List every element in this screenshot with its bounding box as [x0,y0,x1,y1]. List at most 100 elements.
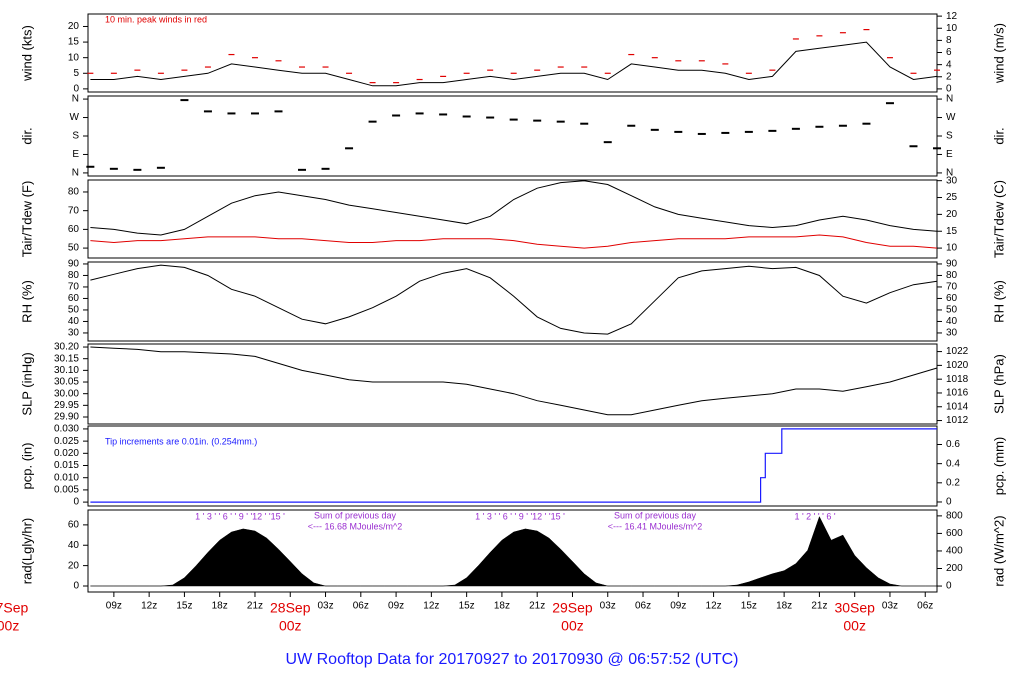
y-tick-label: N [946,168,953,179]
y-tick-label: 20 [68,21,80,32]
y-tick-label: W [70,112,80,123]
y-tick-label: 0.2 [946,477,960,488]
annotation: 1 ' 3 ' ' 6 ' ' 9 ' '12 ' '15 ' [195,511,285,521]
y-tick-label: 10 [946,243,958,254]
y-tick-label: 30.05 [54,377,79,388]
y-tick-label: 15 [68,37,80,48]
y-tick-label: 30.20 [54,342,79,353]
y-tick-label: 70 [68,282,80,293]
y-tick-label: E [946,149,953,160]
x-tick-label: 12z [706,601,722,612]
panel-frame [87,13,938,93]
y-tick-label: 0 [946,581,952,592]
x-tick-label: 21z [247,601,263,612]
x-date-label: 29Sep [552,600,593,616]
x-tick-label: 09z [106,601,122,612]
x-tick-label: 12z [141,601,157,612]
y-axis-label: Tair/Tdew (F) [19,181,34,258]
y2-axis-label: rad (W/m^2) [991,515,1006,586]
y-tick-label: 200 [946,563,963,574]
y-tick-label: 0 [73,84,79,95]
y-tick-label: 0.6 [946,439,960,450]
y-tick-label: 0.010 [54,472,79,483]
y-tick-label: 70 [946,282,958,293]
x-tick-label: 21z [529,601,545,612]
y-tick-label: 50 [68,243,80,254]
y-tick-label: S [946,131,953,142]
y-tick-label: E [72,149,79,160]
x-tick-label: 18z [776,601,792,612]
x-tick-label: 15z [459,601,475,612]
x-tick-label: 00z [0,618,19,634]
series-line [90,264,938,335]
y-tick-label: 600 [946,528,963,539]
y-tick-label: 0.025 [54,436,79,447]
y-axis-label: SLP (inHg) [19,352,34,415]
note: 10 min. peak winds in red [105,14,207,24]
y-tick-label: 1014 [946,401,969,412]
series-line [90,234,938,249]
x-tick-label: 18z [494,601,510,612]
x-tick-label: 18z [212,601,228,612]
annotation: Sum of previous day [314,510,397,520]
y-tick-label: 0.030 [54,424,79,435]
y-tick-label: 30.15 [54,353,79,364]
y-tick-label: 50 [946,305,958,316]
series-line [90,346,938,416]
annotation: 1 ' 3 ' ' 6 ' ' 9 ' '12 ' '15 ' [475,511,565,521]
y-tick-label: 60 [68,520,80,531]
y-axis-label: dir. [19,127,34,144]
y-tick-label: 0 [73,497,79,508]
y-tick-label: 90 [946,259,958,270]
y-tick-label: 30.10 [54,365,79,376]
x-tick-label: 06z [635,601,651,612]
y-tick-label: 25 [946,192,958,203]
x-date-label: 30Sep [834,600,875,616]
y-tick-label: 1020 [946,360,969,371]
panel-frame [87,95,938,177]
x-date-label: 27Sep [0,600,28,616]
y-tick-label: 0.020 [54,448,79,459]
y-tick-label: 1018 [946,374,969,385]
y-tick-label: 0 [946,497,952,508]
y-tick-label: 60 [68,293,80,304]
y-axis-label: RH (%) [19,280,34,323]
y-tick-label: 6 [946,47,952,58]
y-tick-label: 0.015 [54,460,79,471]
y2-axis-label: SLP (hPa) [991,354,1006,414]
y-tick-label: 20 [68,560,80,571]
x-tick-label: 03z [317,601,333,612]
x-tick-label: 00z [561,618,584,634]
note: Tip increments are 0.01in. (0.254mm.) [105,436,257,446]
y-tick-label: 15 [946,226,958,237]
annotation: <--- 16.68 MJoules/m^2 [308,521,403,531]
y-tick-label: 400 [946,546,963,557]
y-tick-label: 0 [946,84,952,95]
y-tick-label: 29.95 [54,400,79,411]
y-tick-label: N [72,94,79,105]
x-tick-label: 09z [388,601,404,612]
x-tick-label: 06z [917,601,933,612]
y-axis-label: wind (kts) [19,25,34,82]
y2-axis-label: dir. [991,127,1006,144]
y-tick-label: 1012 [946,415,969,426]
x-date-label: 28Sep [270,600,311,616]
y-tick-label: 30 [68,328,80,339]
y-tick-label: 10 [68,52,80,63]
y-tick-label: 29.90 [54,412,79,423]
y-tick-label: N [946,94,953,105]
y-tick-label: 1022 [946,346,969,357]
y2-axis-label: wind (m/s) [991,23,1006,84]
series-line [90,180,938,236]
x-tick-label: 03z [882,601,898,612]
y-tick-label: 60 [68,224,80,235]
y-tick-label: 40 [68,316,80,327]
y-tick-label: 80 [68,270,80,281]
series-line [90,41,938,87]
y-tick-label: 0.4 [946,458,960,469]
y-tick-label: 4 [946,59,952,70]
y-tick-label: N [72,168,79,179]
x-tick-label: 00z [279,618,302,634]
y-tick-label: W [946,112,956,123]
